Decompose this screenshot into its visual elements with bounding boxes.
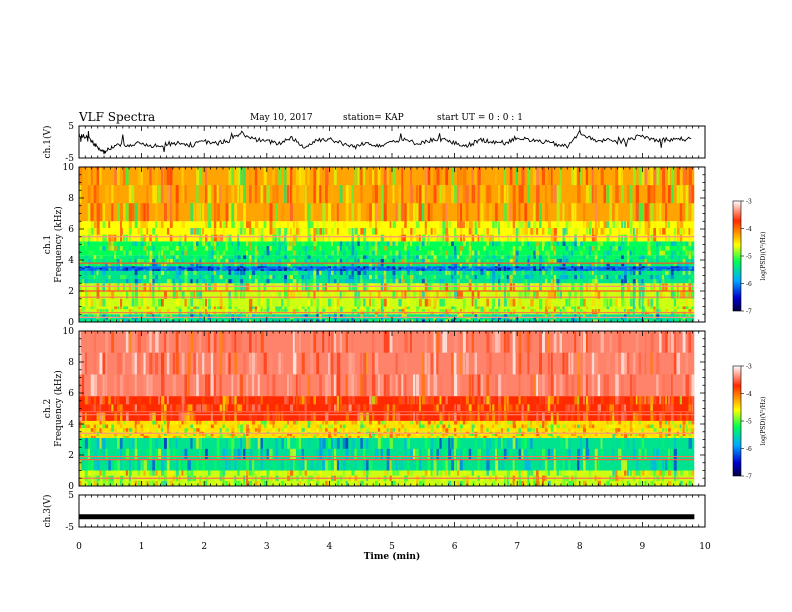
station-label: station= KAP: [343, 113, 404, 123]
ch1-spectrogram-ytick: 10: [63, 163, 75, 173]
x-axis-label: Time (min): [364, 551, 421, 562]
ch2-spectrogram-ytick: 10: [63, 327, 75, 337]
ch2-spectrogram-ytick: 8: [68, 358, 74, 368]
ch3-waveform-ytick: 5: [68, 491, 74, 501]
colorbar-tick: -6: [746, 446, 752, 453]
colorbar-tick: -4: [746, 226, 752, 233]
x-tick-label: 6: [452, 542, 458, 552]
ch2-spectrogram-ytick: 4: [68, 420, 74, 430]
colorbar-label: log(PSD)(V²/Hz): [760, 232, 767, 281]
ch1-spectrogram-band-4: [79, 266, 695, 271]
x-tick-label: 8: [577, 542, 583, 552]
ch1-waveform-ytick: -5: [65, 154, 74, 164]
date-label: May 10, 2017: [250, 113, 313, 123]
x-tick-label: 4: [327, 542, 333, 552]
chart-title: VLF Spectra: [79, 110, 156, 124]
x-tick-label: 5: [389, 542, 395, 552]
colorbar-tick: -7: [746, 309, 752, 316]
ch1-waveform-ytick: 5: [68, 122, 74, 132]
ch1-spectrogram-ytick: 0: [68, 318, 74, 328]
ch1-spectrogram-texture: [79, 167, 695, 322]
colorbar-1: -3 -4 -5 -6 -7 log(PSD)(V²/Hz): [732, 199, 767, 316]
ch3-waveform-ytick: -5: [65, 523, 74, 533]
colorbar-2: -3 -4 -5 -6 -7 log(PSD)(V²/Hz): [732, 364, 767, 481]
x-tick-label: 3: [264, 542, 270, 552]
ch1-spectrogram-heatmap: [79, 167, 705, 322]
colorbar-tick: -5: [746, 254, 752, 261]
ch2-spectrogram-heatmap: [79, 331, 705, 486]
ch3-waveform-ylabel: ch.3(V): [42, 495, 53, 528]
ch1-waveform-line: [78, 129, 692, 155]
ch1-spectrogram-ylabel: ch.1Frequency (kHz): [43, 206, 64, 283]
ch1-spectrogram-band-1: [79, 306, 695, 315]
ch1-spectrogram-ytick: 6: [68, 225, 74, 235]
x-tick-label: 2: [201, 542, 207, 552]
ch2-spectrogram-ytick: 2: [68, 451, 74, 461]
ch1-spectrogram-ytick: 2: [68, 287, 74, 297]
ch2-spectrogram-ytick: 6: [68, 389, 74, 399]
ch1-spectrogram-ytick: 8: [68, 194, 74, 204]
colorbar-tick: -4: [746, 391, 752, 398]
x-tick-label: 9: [640, 542, 646, 552]
colorbar-tick: -5: [746, 419, 752, 426]
x-tick-label: 7: [514, 542, 520, 552]
colorbar-tick: -3: [746, 199, 752, 206]
ch2-spectrogram-ylabel: ch.2Frequency (kHz): [43, 370, 64, 447]
x-tick-label: 0: [76, 542, 82, 552]
x-tick-label: 1: [139, 542, 145, 552]
ch2-spectrogram-ytick: 0: [68, 482, 74, 492]
colorbar-tick: -7: [746, 474, 752, 481]
colorbar-tick: -3: [746, 364, 752, 371]
ch1-spectrogram-ytick: 4: [68, 256, 74, 266]
x-tick-label: 10: [699, 542, 711, 552]
colorbar-label: log(PSD)(V²/Hz): [760, 397, 767, 446]
colorbar-tick: -6: [746, 281, 752, 288]
start-time-label: start UT = 0 : 0 : 1: [437, 113, 523, 123]
ch1-waveform-ylabel: ch.1(V): [42, 126, 53, 159]
